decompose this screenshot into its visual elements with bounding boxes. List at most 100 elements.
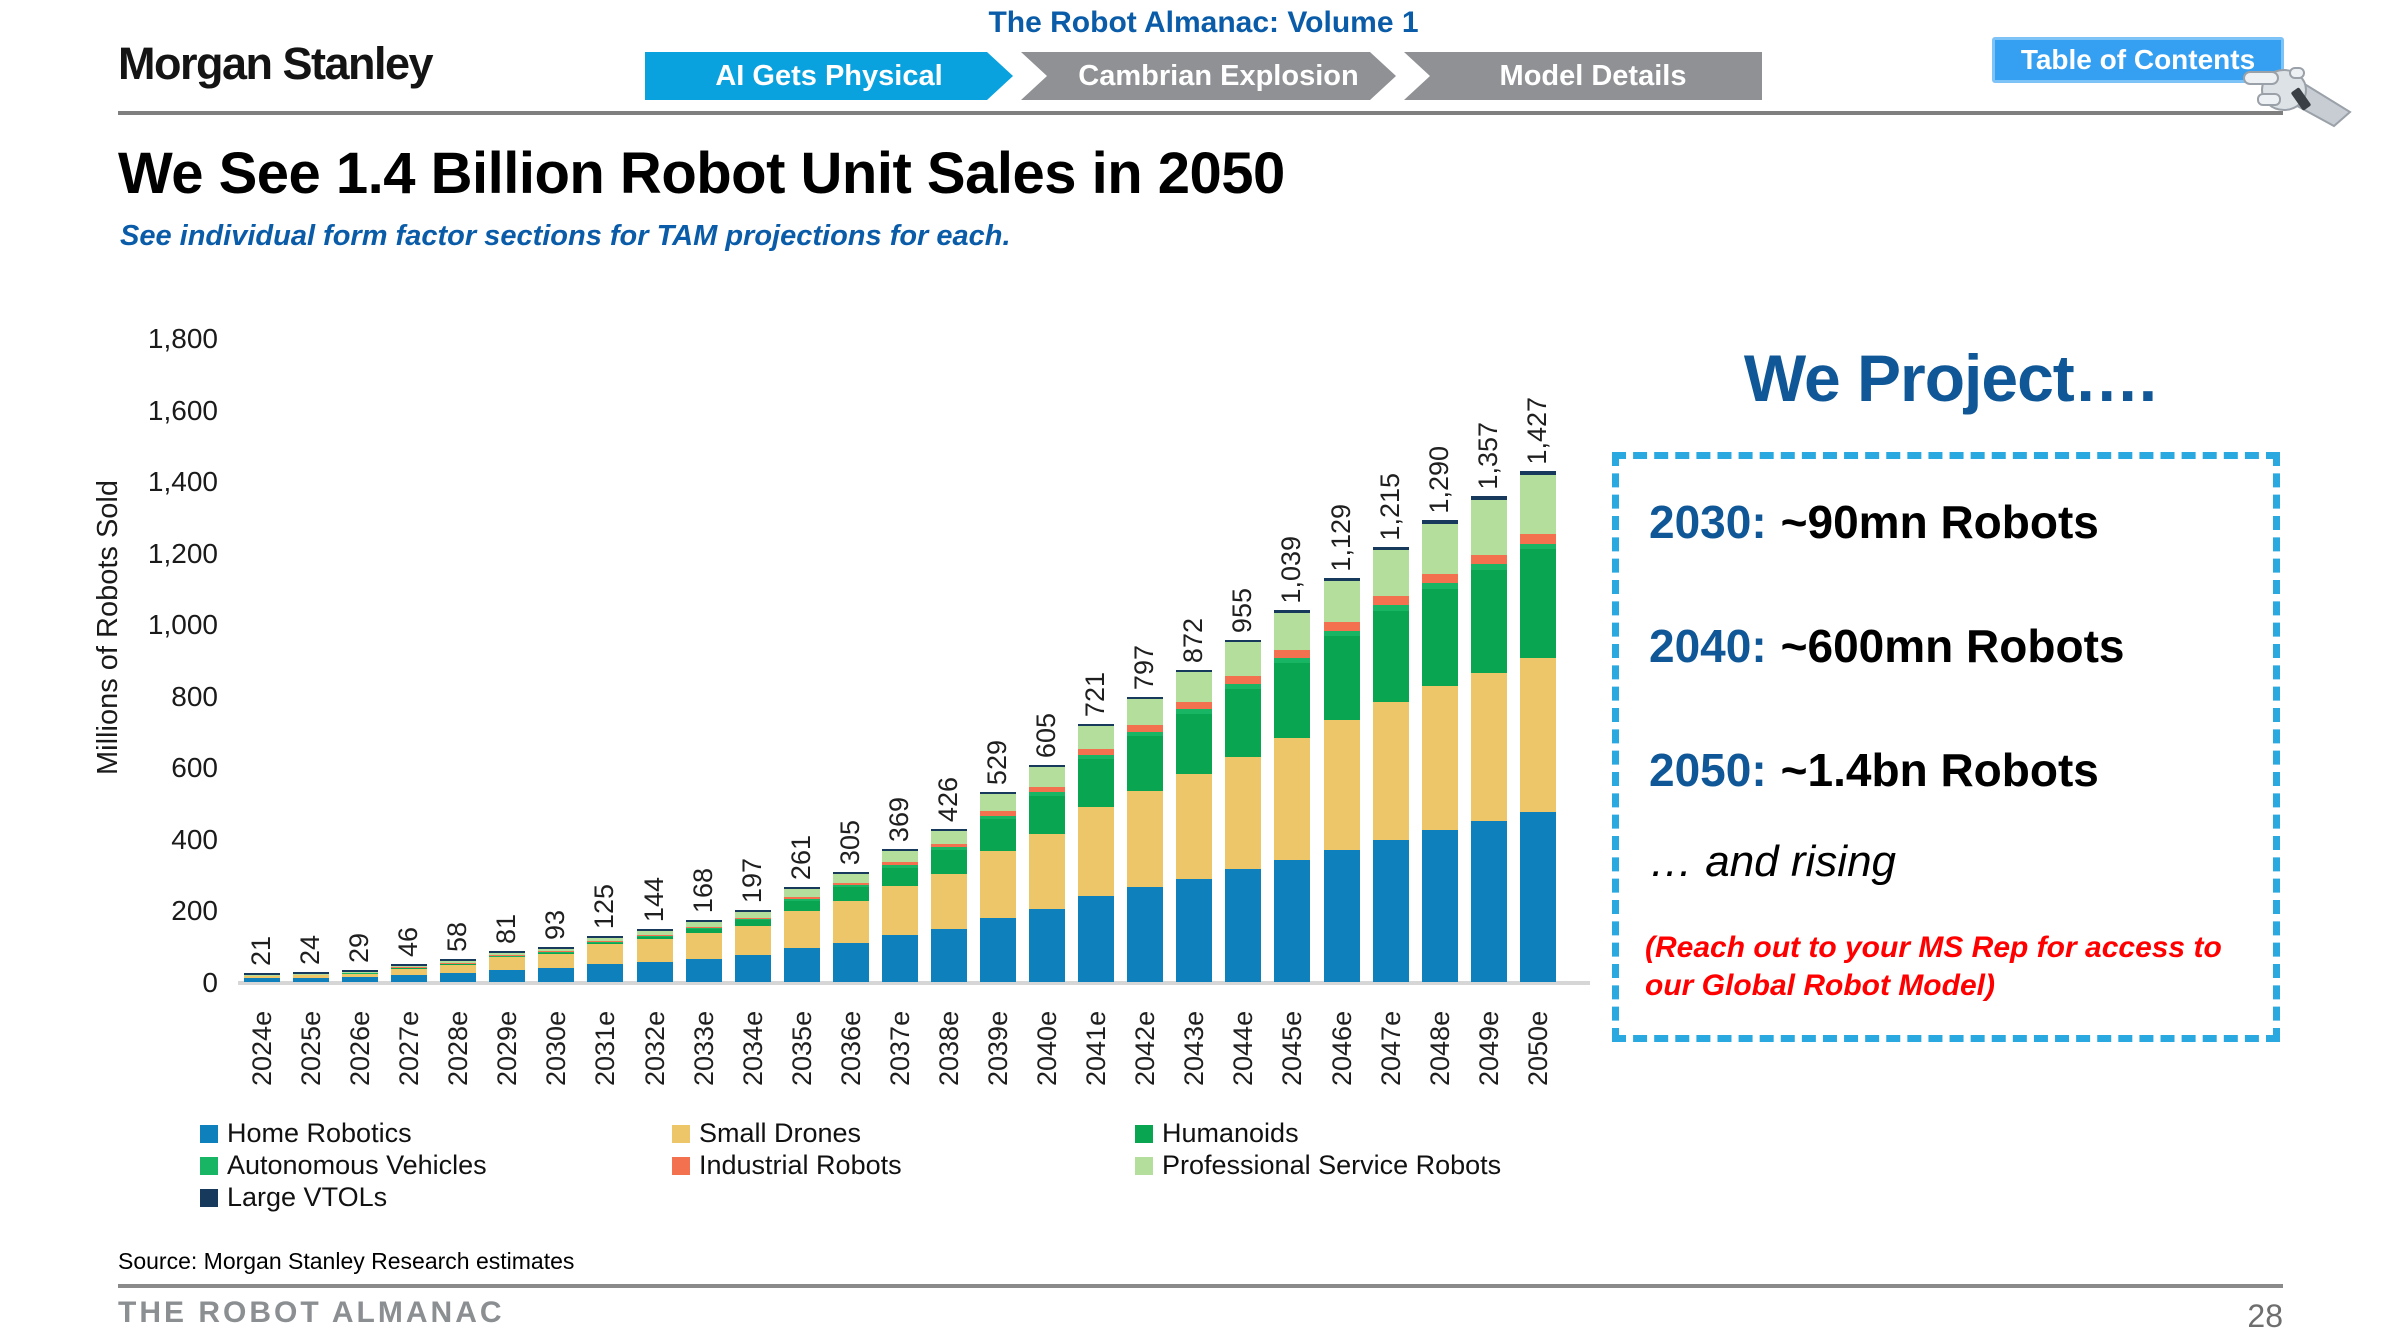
bar-segment (1127, 887, 1164, 982)
bar-total-label: 955 (1227, 588, 1258, 634)
bar-segment (489, 969, 526, 982)
bar-segment (881, 862, 918, 865)
legend-swatch (672, 1124, 690, 1143)
x-tick-label: 2042e (1130, 1010, 1161, 1086)
bar-segment (538, 949, 575, 952)
bar-segment (587, 935, 624, 938)
bar-total-label: 1,215 (1374, 472, 1405, 541)
nav-tab-cambrian-explosion[interactable]: Cambrian Explosion (1021, 52, 1396, 100)
bar-segment (1029, 909, 1066, 982)
bar-segment (1372, 596, 1409, 606)
bar-total-label: 261 (785, 835, 816, 881)
page-number: 28 (2247, 1298, 2283, 1334)
bar-segment (1519, 544, 1556, 550)
bar-segment (489, 955, 526, 956)
bar-segment (1274, 610, 1311, 613)
bar-segment (734, 926, 771, 956)
bar-segment (1421, 583, 1458, 589)
bar-segment (1225, 869, 1262, 982)
bar-total-label: 305 (834, 819, 865, 865)
bar-segment (980, 851, 1017, 918)
bar-segment (1323, 622, 1360, 631)
projection-note: (Reach out to your MS Rep for access to … (1645, 931, 2222, 1002)
bar-segment (538, 968, 575, 982)
bar-total-label: 168 (687, 868, 718, 914)
legend-swatch (672, 1156, 690, 1175)
bar-total-label: 797 (1129, 644, 1160, 690)
bar-segment (1519, 475, 1556, 535)
bar-segment (685, 929, 722, 934)
y-tick-label: 1,800 (147, 323, 218, 354)
y-tick-label: 1,200 (147, 537, 218, 569)
bar-segment (1372, 610, 1409, 702)
bar-total-label: 1,039 (1276, 535, 1307, 604)
bar-segment (1274, 649, 1311, 658)
legend-item-industrial-robots: Industrial Robots (672, 1150, 902, 1181)
x-tick-label: 2045e (1277, 1010, 1308, 1086)
bar-segment (1274, 738, 1311, 860)
y-tick-label: 800 (171, 680, 218, 712)
bar-segment (587, 941, 624, 943)
bar-segment (391, 963, 428, 966)
bar-segment (832, 887, 869, 901)
x-tick-label: 2033e (688, 1010, 719, 1086)
bar-segment (783, 900, 820, 911)
bar-segment (636, 930, 673, 935)
bar-segment (1127, 698, 1164, 726)
bar-segment (1421, 574, 1458, 584)
bar-total-label: 1,290 (1423, 445, 1454, 514)
bar-segment (1470, 500, 1507, 555)
bar-segment (1029, 766, 1066, 787)
bar-segment (734, 912, 771, 918)
bar-segment (1470, 569, 1507, 673)
bar-segment (783, 910, 820, 948)
bar-segment (930, 850, 967, 874)
bar-segment (1421, 829, 1458, 982)
x-tick-label: 2024e (247, 1010, 277, 1086)
bar-segment (734, 955, 771, 982)
y-tick-label: 1,600 (147, 394, 218, 426)
x-tick-label: 2046e (1326, 1010, 1357, 1086)
bar-segment (1421, 588, 1458, 687)
bar-segment (587, 937, 624, 941)
nav-tab-ai-gets-physical[interactable]: AI Gets Physical (645, 52, 1013, 100)
bar-segment (980, 794, 1017, 812)
x-tick-label: 2032e (639, 1010, 670, 1086)
bar-segment (1323, 580, 1360, 623)
y-tick-label: 1,000 (147, 609, 218, 641)
legend-label: Autonomous Vehicles (227, 1150, 487, 1180)
bar-segment (391, 974, 428, 982)
bar-total-label: 872 (1178, 617, 1209, 664)
legend-item-large-vtols: Large VTOLs (200, 1182, 387, 1213)
bar-segment (980, 811, 1017, 816)
bar-segment (1029, 795, 1066, 835)
bar-segment (489, 953, 526, 956)
legend-swatch (200, 1124, 218, 1143)
bar-segment (1225, 675, 1262, 684)
x-tick-label: 2040e (1032, 1010, 1063, 1086)
bar-segment (1078, 723, 1115, 726)
bar-segment (1078, 807, 1115, 896)
bar-segment (1372, 547, 1409, 551)
bar-segment (1029, 787, 1066, 792)
bar-segment (1078, 895, 1115, 982)
bar-total-label: 1,357 (1472, 421, 1503, 490)
table-of-contents-button[interactable]: Table of Contents (1992, 37, 2284, 83)
bar-total-label: 605 (1031, 712, 1062, 758)
legend-label: Industrial Robots (699, 1150, 902, 1180)
bar-segment (1421, 520, 1458, 524)
bar-segment (636, 936, 673, 940)
bar-segment (244, 975, 280, 979)
bar-segment (1225, 756, 1262, 870)
bar-segment (587, 964, 624, 982)
bar-segment (1176, 713, 1213, 775)
nav-tab-model-details[interactable]: Model Details (1404, 52, 1762, 100)
legend-label: Small Drones (699, 1118, 862, 1148)
bar-segment (1225, 640, 1262, 643)
bar-total-label: 721 (1080, 671, 1111, 717)
bar-total-label: 144 (638, 876, 669, 922)
bar-segment (489, 956, 526, 970)
bar-segment (293, 973, 330, 975)
